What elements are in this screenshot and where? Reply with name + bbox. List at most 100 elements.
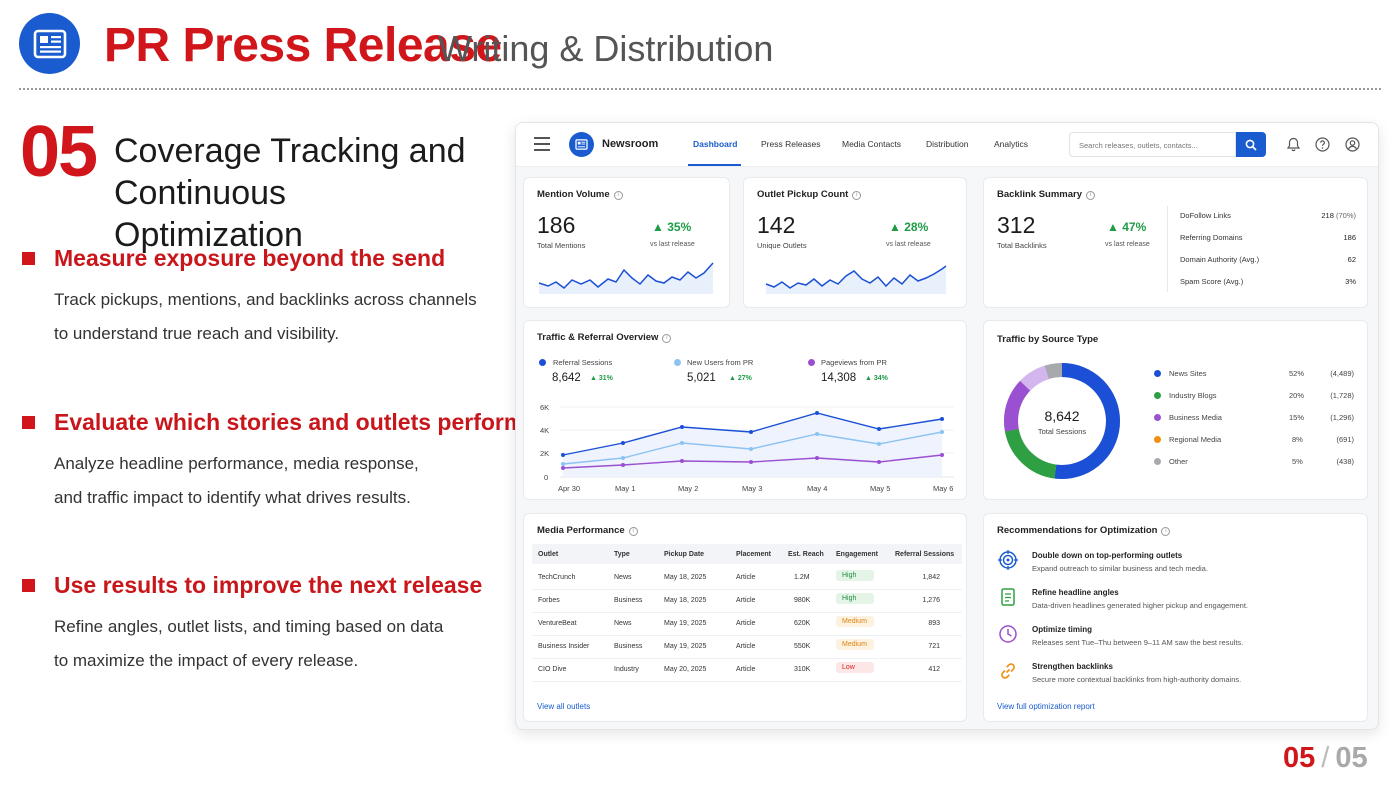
- column-header: Pickup Date: [664, 551, 705, 558]
- cell-outlet: TechCrunch: [538, 574, 576, 581]
- cell-type: News: [614, 620, 632, 627]
- key-point-body: Refine angles, outlet lists, and timing …: [54, 610, 494, 678]
- page-separator: /: [1321, 742, 1330, 774]
- info-icon: i: [613, 191, 623, 200]
- step-number: 05: [20, 112, 98, 192]
- source-count: (1,728): [1330, 391, 1354, 400]
- info-icon: i: [1161, 527, 1171, 536]
- key-point-line: and traffic impact to identify what driv…: [54, 488, 411, 507]
- cell-placement: Article: [736, 620, 756, 627]
- y-tick-label: 4K: [540, 426, 550, 435]
- user-avatar-icon[interactable]: [1344, 136, 1361, 153]
- backlink-summary-card: Backlink Summary i 312 Total Backlinks ▲ …: [983, 177, 1368, 308]
- metric-delta-label: vs last release: [650, 241, 695, 248]
- key-point-body: Track pickups, mentions, and backlinks a…: [54, 283, 494, 351]
- help-icon[interactable]: [1314, 136, 1331, 153]
- traffic-source-card: Traffic by Source Type 8,642 Total Sessi…: [983, 320, 1368, 500]
- card-title: Traffic & Referral Overview i: [537, 332, 672, 343]
- source-count: (691): [1336, 435, 1354, 444]
- source-name: Business Media: [1169, 413, 1222, 422]
- target-icon: [998, 550, 1018, 570]
- cell-reach: 620K: [794, 620, 811, 627]
- engagement-badge: High: [836, 593, 874, 604]
- view-all-outlets-link[interactable]: View all outlets: [537, 702, 591, 711]
- engagement-badge: Medium: [836, 616, 874, 627]
- column-header: Referral Sessions: [895, 551, 955, 558]
- source-name: Other: [1169, 457, 1188, 466]
- cell-type: News: [614, 574, 632, 581]
- legend-swatch: [1154, 458, 1161, 465]
- column-header: Engagement: [836, 551, 879, 558]
- recommendations-card: Recommendations for Optimization i Double…: [983, 513, 1368, 722]
- cell-reach: 310K: [794, 666, 811, 673]
- column-header: Est. Reach: [788, 551, 824, 558]
- dashboard-window: Newsroom Dashboard Press Releases Media …: [515, 122, 1379, 730]
- key-point-line: to understand true reach and visibility.: [54, 324, 340, 343]
- backlink-stat-label: Referring Domains: [1180, 233, 1243, 242]
- cell-placement: Article: [736, 574, 756, 581]
- tab-press-releases[interactable]: Press Releases: [761, 139, 821, 149]
- backlink-stat-value: 62: [1347, 255, 1356, 264]
- source-percent: 20%: [1289, 391, 1305, 400]
- tab-dashboard[interactable]: Dashboard: [693, 139, 738, 149]
- search-input[interactable]: Search releases, outlets, contacts...: [1069, 132, 1236, 157]
- recommendation-title: Double down on top-performing outlets: [1032, 551, 1183, 560]
- key-point-body: Analyze headline performance, media resp…: [54, 447, 494, 515]
- tab-media-contacts[interactable]: Media Contacts: [842, 139, 902, 149]
- outlet-pickup-card: Outlet Pickup Count i 142 Unique Outlets …: [743, 177, 967, 308]
- tab-analytics[interactable]: Analytics: [994, 139, 1029, 149]
- key-point-heading: Measure exposure beyond the send: [54, 245, 446, 271]
- traffic-overview-card: Traffic & Referral Overview i Referral Se…: [523, 320, 967, 500]
- search-button[interactable]: [1236, 132, 1266, 157]
- x-tick-label: May 2: [678, 484, 699, 493]
- card-title: Media Performance i: [537, 525, 638, 536]
- menu-icon[interactable]: [534, 137, 550, 151]
- engagement-badge: High: [836, 570, 874, 581]
- metric-delta-label: vs last release: [886, 241, 931, 248]
- cell-date: May 19, 2025: [664, 643, 707, 650]
- source-count: (438): [1336, 457, 1354, 466]
- total-pages: 05: [1335, 742, 1368, 774]
- recommendation-title: Refine headline angles: [1032, 588, 1119, 597]
- table-header: [532, 544, 962, 564]
- series-total: 8,642: [552, 372, 581, 384]
- column-header: Placement: [736, 551, 772, 558]
- key-point-line: Track pickups, mentions, and backlinks a…: [54, 290, 477, 309]
- metric-delta: ▲ 28%: [889, 220, 929, 234]
- donut-center-value: 8,642: [1044, 408, 1080, 424]
- current-page: 05: [1283, 742, 1316, 774]
- recommendation-description: Expand outreach to similar business and …: [1032, 564, 1208, 573]
- cell-date: May 20, 2025: [664, 666, 707, 673]
- row-divider: [532, 589, 962, 590]
- metric-value: 312: [997, 212, 1036, 238]
- recommendation-description: Releases sent Tue–Thu between 9–11 AM sa…: [1032, 638, 1244, 647]
- info-icon: i: [1086, 191, 1096, 200]
- metric-label: Total Mentions: [537, 241, 586, 250]
- cell-reach: 550K: [794, 643, 811, 650]
- legend-label: Pageviews from PR: [821, 358, 887, 367]
- cell-outlet: VentureBeat: [538, 620, 577, 627]
- row-divider: [532, 681, 962, 682]
- backlink-stat-label: DoFollow Links: [1180, 211, 1231, 220]
- metric-value: 186: [537, 212, 576, 238]
- slide-subtitle: Writing & Distribution: [438, 28, 774, 69]
- series-delta: ▲ 31%: [590, 375, 613, 382]
- view-optimization-report-link[interactable]: View full optimization report: [997, 702, 1095, 711]
- clock-icon: [999, 625, 1017, 643]
- series-delta: ▲ 34%: [865, 375, 888, 382]
- recommendation-description: Secure more contextual backlinks from hi…: [1032, 675, 1242, 684]
- tab-distribution[interactable]: Distribution: [926, 139, 969, 149]
- cell-sessions: 1,276: [922, 597, 940, 604]
- x-tick-label: May 5: [870, 484, 891, 493]
- cell-outlet: CIO Dive: [538, 666, 567, 673]
- cell-date: May 18, 2025: [664, 597, 707, 604]
- bell-icon[interactable]: [1285, 136, 1302, 153]
- metric-label: Unique Outlets: [757, 241, 807, 250]
- backlink-stat-label: Spam Score (Avg.): [1180, 277, 1244, 286]
- key-point-heading: Evaluate which stories and outlets perfo…: [54, 409, 579, 435]
- cell-placement: Article: [736, 666, 756, 673]
- row-divider: [532, 612, 962, 613]
- row-divider: [532, 635, 962, 636]
- cell-reach: 980K: [794, 597, 811, 604]
- cell-sessions: 893: [928, 620, 940, 627]
